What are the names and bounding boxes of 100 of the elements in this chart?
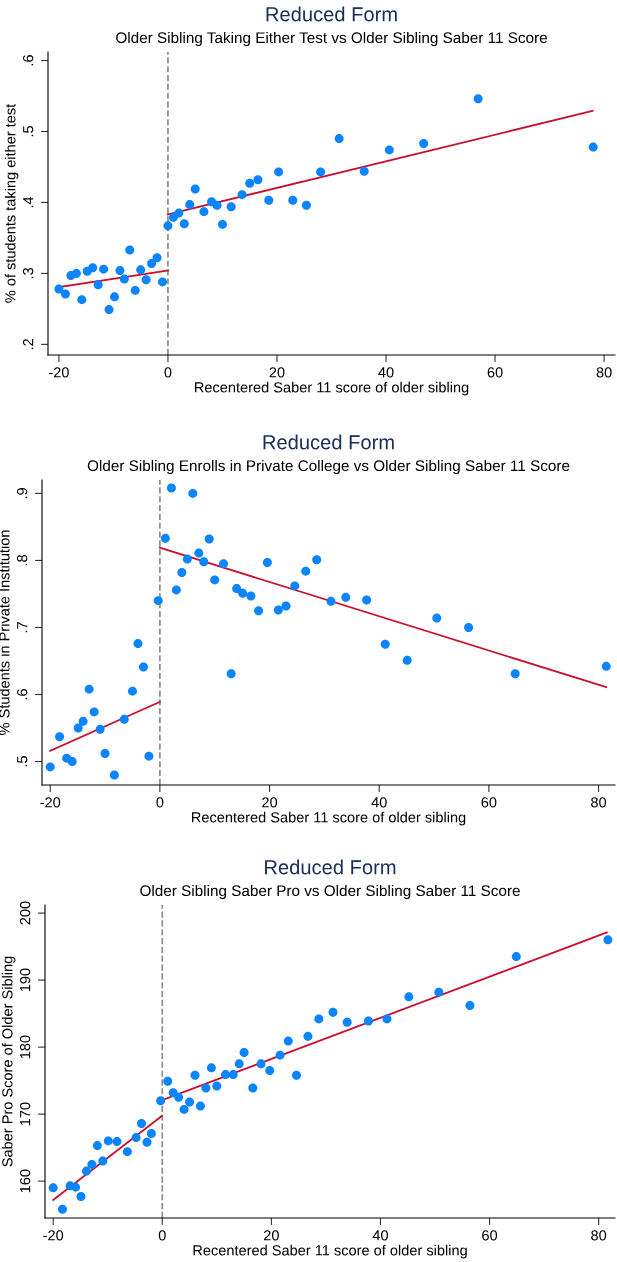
- y-tick-label: 170: [19, 1102, 31, 1126]
- point: [334, 134, 344, 144]
- point: [341, 592, 351, 602]
- point: [157, 277, 167, 287]
- point: [45, 762, 55, 772]
- point: [219, 559, 228, 569]
- point: [119, 274, 129, 284]
- x-tick-label: -20: [49, 367, 69, 378]
- x-tick-label: 60: [481, 797, 497, 808]
- point: [256, 1059, 266, 1069]
- point: [166, 483, 176, 493]
- point: [262, 557, 272, 567]
- point: [87, 1159, 97, 1169]
- point: [71, 1182, 81, 1192]
- point: [234, 1059, 244, 1069]
- x-tick-label: 80: [596, 367, 612, 378]
- point: [81, 1166, 91, 1176]
- x-tick-label: 0: [158, 1230, 166, 1241]
- chart-title: Reduced Form: [266, 6, 397, 22]
- point: [226, 202, 236, 212]
- point: [73, 723, 83, 733]
- point: [171, 585, 181, 595]
- chart-subtitle: Older Sibling Saber Pro vs Older Sibling Saber 11 Score: [140, 884, 520, 900]
- point: [603, 935, 613, 945]
- point: [359, 166, 369, 176]
- point: [303, 1031, 313, 1041]
- point: [84, 684, 94, 694]
- point: [254, 606, 264, 616]
- x-tick-label: 60: [487, 367, 503, 378]
- y-tick-label: .3: [22, 267, 34, 279]
- point: [152, 253, 162, 263]
- point: [104, 305, 114, 315]
- point: [362, 595, 372, 605]
- point: [174, 208, 184, 218]
- point: [273, 605, 283, 615]
- point: [326, 596, 336, 606]
- chart-title: Reduced Form: [263, 434, 394, 450]
- point: [125, 245, 135, 255]
- point: [588, 142, 598, 152]
- point: [316, 167, 326, 177]
- point: [137, 1119, 147, 1128]
- point: [601, 661, 611, 671]
- point: [109, 770, 119, 780]
- y-tick-label: .4: [23, 196, 34, 208]
- point: [133, 639, 143, 649]
- point: [156, 1096, 166, 1106]
- point: [510, 669, 520, 679]
- point: [274, 167, 284, 177]
- point: [245, 178, 255, 188]
- point: [380, 639, 390, 649]
- point: [212, 200, 222, 210]
- point: [163, 221, 173, 231]
- point: [382, 1014, 392, 1024]
- point: [54, 284, 64, 294]
- point: [281, 601, 291, 611]
- y-axis-title: % of students taking either test: [4, 103, 19, 303]
- point: [92, 1141, 102, 1151]
- x-tick-label: 80: [591, 797, 607, 808]
- point: [179, 1104, 189, 1114]
- point: [432, 613, 442, 623]
- x-tick-label: 40: [372, 1230, 388, 1241]
- x-tick-label: 20: [262, 797, 278, 808]
- point: [301, 566, 311, 576]
- point: [71, 268, 81, 278]
- point: [265, 1066, 275, 1076]
- point: [93, 280, 103, 290]
- x-tick-label: 20: [269, 367, 285, 378]
- point: [131, 1133, 141, 1143]
- point: [384, 145, 394, 155]
- x-axis-title: Recentered Saber 11 score of older sibling: [195, 381, 469, 396]
- point: [206, 1063, 216, 1073]
- point: [291, 1070, 301, 1080]
- point: [60, 289, 70, 299]
- point: [465, 1001, 475, 1011]
- chart-subtitle: Older Sibling Taking Either Test vs Older Sibling Saber 11 Score: [116, 31, 547, 47]
- point: [115, 266, 125, 276]
- point: [48, 1183, 58, 1193]
- point: [190, 1070, 200, 1080]
- point: [199, 207, 209, 217]
- point: [221, 1070, 231, 1080]
- point: [190, 184, 200, 194]
- point: [253, 175, 263, 185]
- point: [182, 554, 192, 564]
- x-tick-label: 60: [482, 1230, 498, 1241]
- x-axis-title: Recentered Saber 11 score of older sibling: [192, 811, 466, 826]
- point: [142, 1137, 152, 1147]
- y-tick-label: .7: [17, 622, 28, 633]
- point: [177, 568, 187, 578]
- y-tick-label: .9: [16, 488, 28, 499]
- point: [464, 622, 474, 632]
- x-tick-label: 80: [591, 1230, 607, 1241]
- point: [138, 662, 148, 672]
- point: [78, 716, 88, 726]
- point: [130, 285, 140, 295]
- point: [119, 714, 129, 724]
- y-tick-label: .6: [22, 55, 34, 66]
- point: [312, 555, 322, 565]
- point: [301, 200, 311, 210]
- point: [55, 732, 65, 742]
- point: [248, 1083, 258, 1093]
